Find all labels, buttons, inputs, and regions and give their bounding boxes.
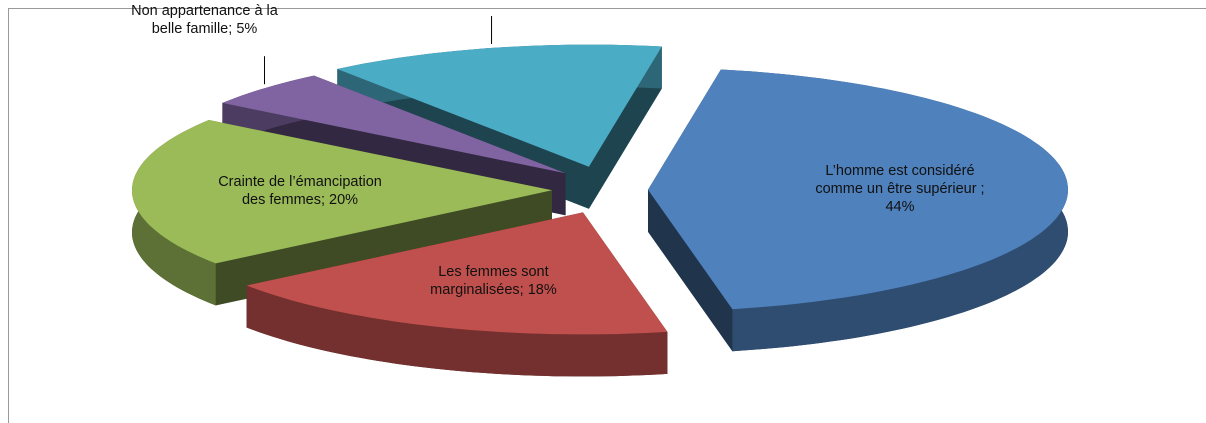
category-label: Crainte de l’émancipation des femmes; (218, 174, 382, 209)
category-label: Non appartenance à la belle famille; (131, 3, 278, 38)
category-label: L’homme est considéré comme un être supé… (815, 162, 985, 197)
slice (337, 44, 662, 167)
slice-side (246, 285, 668, 377)
value-label: 20% (329, 192, 359, 209)
slice (648, 69, 1068, 352)
data-label: Crainte de l’émancipation des femmes; 20… (210, 173, 390, 209)
slice (132, 120, 552, 264)
value-label: 5% (236, 21, 258, 38)
slice (246, 212, 668, 377)
category-label: Les femmes sont marginalisées; (430, 263, 549, 298)
data-label: L’homme est considéré comme un être supé… (810, 162, 990, 216)
slice (222, 75, 566, 174)
slice (648, 69, 1068, 310)
data-label: Les femmes sont marginalisées; 18% (403, 263, 583, 299)
value-label: 44% (885, 198, 915, 215)
slice (246, 212, 668, 335)
data-label: Non appartenance à la belle famille; 5% (114, 2, 294, 38)
value-label: 18% (527, 281, 557, 298)
slice-wall (648, 189, 733, 352)
frame (8, 8, 1206, 423)
